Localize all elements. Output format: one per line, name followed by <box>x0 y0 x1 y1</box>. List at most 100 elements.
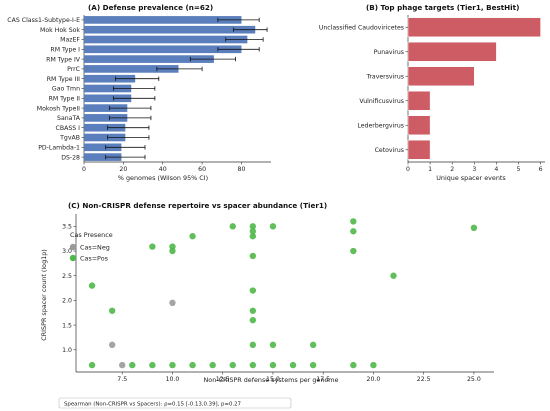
x-tick-label: 15.0 <box>266 376 280 383</box>
panel-a-chart: (A) Defense prevalence (n=62) 0 20 40 60 80 C… <box>7 3 271 182</box>
scatter-point-cas-pos <box>129 361 136 369</box>
panel-b-chart: (B) Top phage targets (Tier1, BestHit) 0… <box>319 3 545 182</box>
scatter-point-cas-pos <box>88 361 96 369</box>
bar <box>407 66 475 87</box>
bar <box>407 17 541 38</box>
x-tick-label: 1 <box>428 166 432 173</box>
category-label: CBASS I <box>56 125 81 132</box>
bar <box>84 45 242 54</box>
scatter-point-cas-pos <box>149 243 156 250</box>
scatter-point-cas-pos <box>350 218 357 225</box>
y-tick-label: 1.0 <box>62 347 72 354</box>
legend-label-cas-neg: Cas=Neg <box>80 244 110 252</box>
scatter-point-cas-pos <box>269 341 277 349</box>
category-label: Gao Tmn <box>52 86 80 93</box>
scatter-point-cas-pos <box>169 361 176 369</box>
panel-b-x-axis-label: Unique spacer events <box>436 174 506 182</box>
bar <box>407 139 431 160</box>
x-tick-label: 80 <box>238 166 246 173</box>
scatter-point-cas-pos <box>269 361 277 369</box>
category-label: CAS Class1-Subtype-I-E <box>7 17 80 24</box>
category-label: RM Type IV <box>46 56 81 63</box>
bar <box>84 104 128 112</box>
x-tick-label: 20 <box>119 166 127 173</box>
panel-c-x-axis-label: Non-CRISPR defense systems per genome <box>204 376 339 384</box>
scatter-point-cas-neg <box>119 361 126 369</box>
panel-c-y-axis-label: CRISPR spacer count (log1p) <box>40 249 48 341</box>
bar <box>407 90 431 111</box>
x-tick-label: 17.5 <box>316 376 330 383</box>
scatter-point-cas-pos <box>289 361 297 369</box>
bar <box>84 94 132 103</box>
scatter-point-cas-pos <box>249 228 257 235</box>
y-tick-label: 2.0 <box>62 298 72 305</box>
scatter-point-cas-pos <box>370 361 377 369</box>
spearman-annotation: Spearman (Non-CRISPR vs Spacers): ρ=0.15… <box>64 402 241 408</box>
category-label: Mokosh TypeII <box>37 105 80 112</box>
bar <box>407 41 497 62</box>
x-tick-label: 7.5 <box>117 376 127 383</box>
category-label: Lederbergvirus <box>357 122 404 129</box>
x-tick-label: 10.0 <box>166 376 180 383</box>
scatter-point-cas-neg <box>169 299 176 307</box>
bar <box>84 153 122 161</box>
category-label: Traversvirus <box>365 73 404 80</box>
bar <box>84 25 256 34</box>
scatter-point-cas-pos <box>390 272 397 279</box>
scatter-point-cas-pos <box>309 361 317 369</box>
scatter-point-cas-pos <box>209 361 216 369</box>
panel-a-x-axis-label: % genomes (Wilson 95% CI) <box>118 174 208 182</box>
y-tick-label: 2.5 <box>62 273 72 280</box>
x-tick-label: 12.5 <box>216 376 230 383</box>
bar <box>84 123 126 132</box>
x-tick-label: 5 <box>517 166 521 173</box>
x-tick-label: 4 <box>494 166 498 173</box>
x-tick-label: 25.0 <box>467 376 481 383</box>
category-label: RM Type I <box>50 47 80 54</box>
bar <box>84 143 122 152</box>
scatter-point-cas-pos <box>88 282 96 289</box>
scatter-point-cas-pos <box>149 361 156 369</box>
x-tick-label: 40 <box>159 166 167 173</box>
scatter-point-cas-pos <box>229 223 236 230</box>
scatter-point-cas-pos <box>249 252 257 260</box>
panel-b-plot: 0 1 2 3 4 5 6 Unclassified Caudoviricetes Punavi… <box>319 15 545 173</box>
category-label: RM Type II <box>49 96 81 103</box>
spearman-annotation-box: Spearman (Non-CRISPR vs Spacers): ρ=0.15… <box>58 397 292 409</box>
category-label: MazEF <box>60 37 80 44</box>
panel-b-title: (B) Top phage targets (Tier1, BestHit) <box>366 3 519 12</box>
panel-a-title: (A) Defense prevalence (n=62) <box>88 3 213 12</box>
x-tick-label: 2 <box>450 166 454 173</box>
scatter-point-cas-pos <box>249 287 257 294</box>
y-tick-label: 3.0 <box>62 248 72 255</box>
x-tick-label: 6 <box>539 166 543 173</box>
legend-marker-cas-pos <box>69 254 77 262</box>
legend-label-cas-pos: Cas=Pos <box>80 255 109 263</box>
scatter-point-cas-pos <box>249 316 257 324</box>
legend-marker-cas-neg <box>69 243 77 251</box>
bar <box>84 74 136 83</box>
scatter-point-cas-pos <box>189 233 196 240</box>
scatter-point-cas-pos <box>350 228 357 235</box>
category-label: Unclassified Caudoviricetes <box>319 24 404 31</box>
scatter-point-cas-pos <box>249 307 257 314</box>
category-label: Vulnificusvirus <box>359 98 404 105</box>
y-tick-label: 3.5 <box>62 224 72 231</box>
legend-title: Cas Presence <box>70 231 113 239</box>
category-label: RM Type III <box>47 76 80 83</box>
panel-c-title: (C) Non-CRISPR defense repertoire vs spa… <box>68 201 327 210</box>
category-label: Cetovirus <box>375 147 404 154</box>
category-label: PrrC <box>67 66 80 73</box>
scatter-point-cas-pos <box>269 223 277 230</box>
bar <box>84 114 128 122</box>
y-tick-label: 1.5 <box>62 322 72 329</box>
category-label: SanaTA <box>57 115 81 122</box>
scatter-point-cas-pos <box>249 233 257 240</box>
panel-c-legend: Cas Presence Cas=Neg Cas=Pos <box>69 231 113 263</box>
bar <box>84 35 248 44</box>
scatter-point-cas-pos <box>470 224 478 232</box>
bar <box>84 65 179 73</box>
panel-c-plot: 7.5 10.0 12.5 15.0 17.5 20.0 22.5 25.0 1.0 1.5 2.0… <box>62 214 494 383</box>
x-tick-label: 22.5 <box>417 376 431 383</box>
